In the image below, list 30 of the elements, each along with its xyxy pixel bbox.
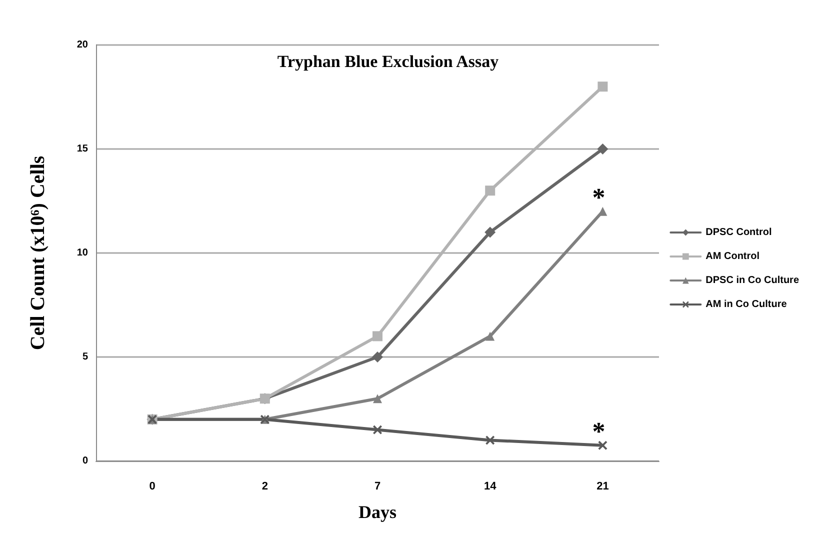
point bbox=[486, 436, 495, 445]
x-axis-title: Days bbox=[358, 502, 397, 522]
y-tick-label: 5 bbox=[82, 352, 88, 362]
y-axis-title: Cell Count (x10⁶) Cells bbox=[27, 156, 49, 350]
x-tick-label: 14 bbox=[484, 480, 498, 492]
chart-title: Tryphan Blue Exclusion Assay bbox=[277, 52, 500, 71]
x-tick-label: 21 bbox=[596, 480, 609, 492]
point bbox=[485, 186, 496, 196]
legend-label: AM Control bbox=[706, 251, 760, 262]
legend-label: AM in Co Culture bbox=[706, 299, 788, 310]
x-tick-label: 7 bbox=[374, 480, 381, 492]
point bbox=[598, 440, 608, 450]
y-tick-label: 20 bbox=[76, 40, 88, 50]
point bbox=[598, 82, 608, 92]
point bbox=[597, 144, 608, 154]
point bbox=[486, 332, 495, 341]
x-tick-label: 2 bbox=[262, 480, 268, 492]
x-tick-label: 0 bbox=[149, 480, 156, 492]
y-tick-label: 15 bbox=[76, 144, 88, 154]
annotation: * bbox=[592, 416, 606, 446]
point bbox=[484, 226, 496, 238]
y-tick-label: 10 bbox=[76, 248, 88, 258]
annotation: * bbox=[592, 182, 606, 212]
legend-label: DPSC Control bbox=[706, 227, 772, 238]
y-tick-label: 0 bbox=[82, 456, 88, 466]
point bbox=[372, 352, 383, 362]
point bbox=[373, 425, 382, 434]
point bbox=[372, 331, 382, 342]
legend-label: DPSC in Co Culture bbox=[706, 275, 800, 286]
point bbox=[373, 394, 382, 404]
